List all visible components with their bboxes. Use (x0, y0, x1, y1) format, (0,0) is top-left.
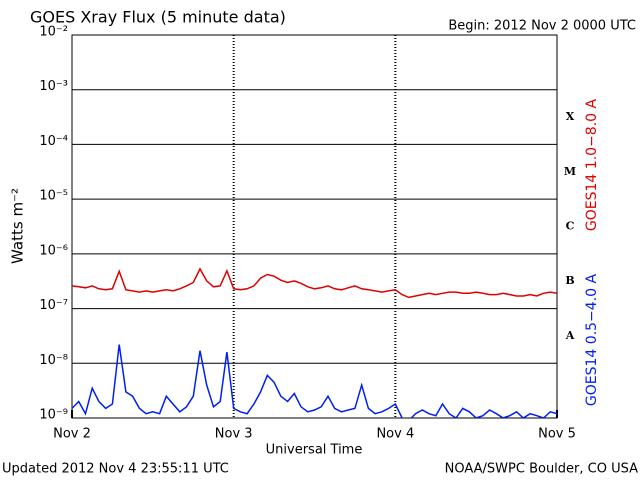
x-tick-label: Nov 2 (53, 427, 91, 442)
legend-entry: GOES14 1.0−8.0 A (584, 99, 600, 232)
y-tick-label: 10⁻² (39, 25, 68, 40)
chart-title: GOES Xray Flux (5 minute data) (30, 8, 286, 27)
series-line (72, 344, 557, 418)
legend-entry: GOES14 0.5−4.0 A (584, 274, 600, 407)
class-label: X (566, 110, 575, 123)
series-group (72, 267, 557, 299)
y-tick-label: 10⁻³ (39, 79, 68, 94)
y-tick-label: 10⁻⁷ (39, 298, 68, 313)
x-axis-label: Universal Time (266, 443, 363, 458)
y-tick-label: 10⁻⁹ (39, 408, 68, 423)
series-group (72, 344, 557, 418)
y-axis-label: Watts m⁻² (9, 188, 27, 264)
x-tick-label: Nov 5 (538, 427, 576, 442)
class-label: M (564, 165, 576, 178)
x-tick-label: Nov 4 (376, 427, 414, 442)
x-tick-label: Nov 3 (215, 427, 253, 442)
class-label: B (565, 274, 574, 287)
y-tick-label: 10⁻⁴ (39, 134, 68, 149)
series-line (72, 267, 557, 299)
class-label: A (565, 329, 575, 342)
y-tick-label: 10⁻⁸ (39, 353, 68, 368)
chart-subtitle: Begin: 2012 Nov 2 0000 UTC (448, 19, 636, 34)
y-tick-label: 10⁻⁵ (39, 189, 68, 204)
footer-right: NOAA/SWPC Boulder, CO USA (445, 462, 638, 477)
y-tick-label: 10⁻⁶ (39, 243, 68, 258)
class-label: C (566, 220, 575, 233)
footer-left: Updated 2012 Nov 4 23:55:11 UTC (2, 462, 229, 477)
